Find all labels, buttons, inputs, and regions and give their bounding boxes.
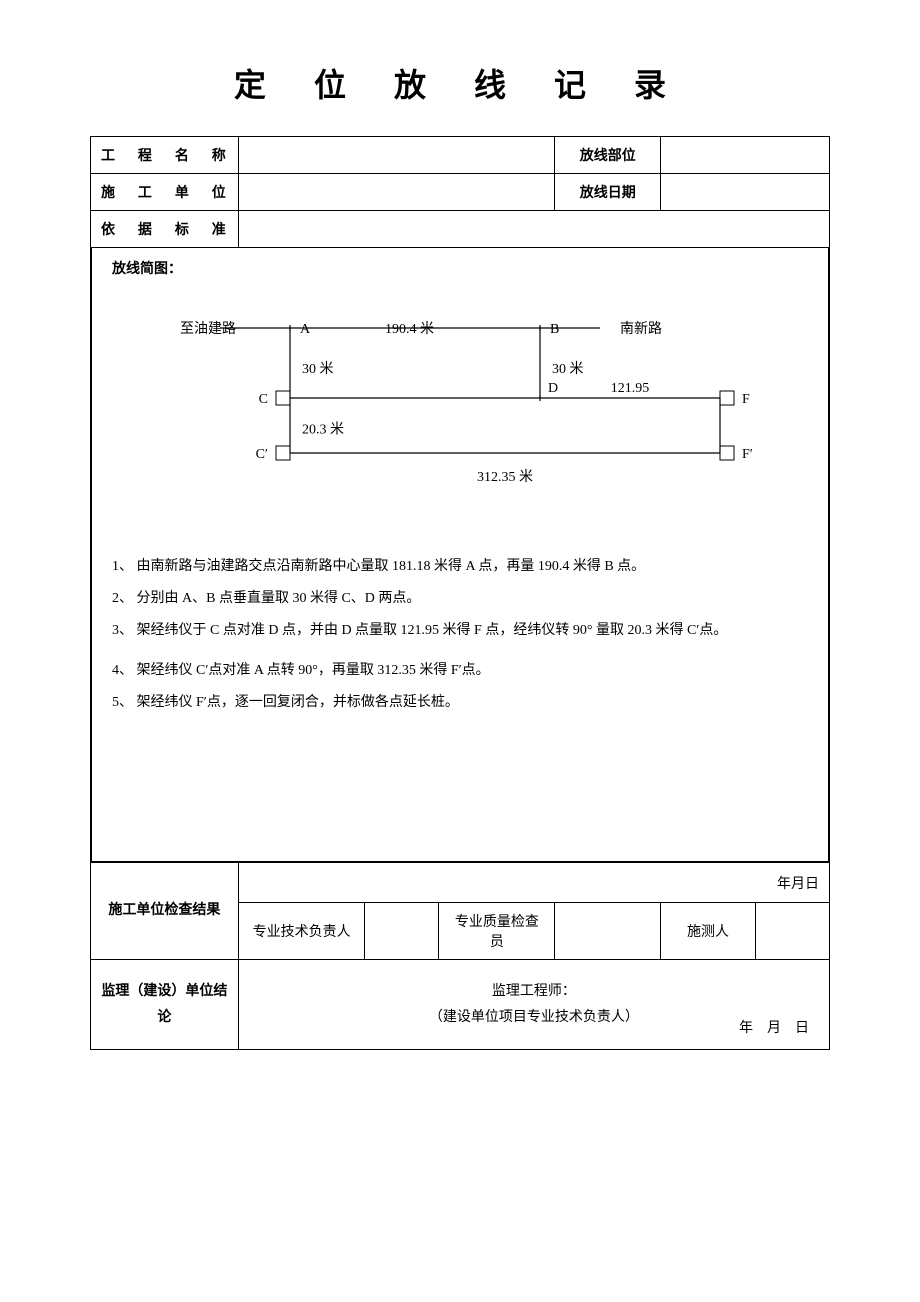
page-title: 定 位 放 线 记 录 [90, 60, 830, 106]
note-2: 2、 分别由 A、B 点垂直量取 30 米得 C、D 两点。 [112, 585, 808, 613]
note-4: 4、 架经纬仪 C′点对准 A 点转 90°，再量取 312.35 米得 F′点… [112, 657, 808, 685]
label-check-result: 施工单位检查结果 [91, 863, 239, 960]
row-diagram: 放线简图： 至油建路 A 190.4 米 B 南新路 30 米 30 米 C D 121.95 F 2… [91, 248, 830, 863]
note-1: 1、 由南新路与油建路交点沿南新路中心量取 181.18 米得 A 点，再量 1… [112, 553, 808, 581]
check-result-date: 年月日 [238, 863, 829, 903]
svg-text:B: B [550, 322, 559, 337]
row-project-name: 工 程 名 称 放线部位 [91, 137, 830, 174]
label-tech-leader: 专业技术负责人 [238, 903, 365, 960]
label-basis: 依 据 标 准 [91, 211, 239, 248]
diagram-notes: 1、 由南新路与油建路交点沿南新路中心量取 181.18 米得 A 点，再量 1… [112, 553, 808, 717]
row-supervisor: 监理（建设）单位结论 监理工程师： （建设单位项目专业技术负责人） 年 月 日 [91, 960, 830, 1050]
svg-text:F: F [742, 392, 750, 407]
svg-text:30 米: 30 米 [552, 361, 584, 377]
row-construction-unit: 施 工 单 位 放线日期 [91, 174, 830, 211]
svg-text:C: C [259, 392, 268, 407]
supervisor-engineer-text: 监理工程师： [249, 979, 819, 1004]
value-tech-leader [365, 903, 439, 960]
main-form-table: 工 程 名 称 放线部位 施 工 单 位 放线日期 依 据 标 准 放线简图： … [90, 136, 830, 1050]
diagram-container: 放线简图： 至油建路 A 190.4 米 B 南新路 30 米 30 米 C D 121.95 F 2… [91, 248, 829, 862]
value-date [661, 174, 830, 211]
supervisor-date: 年 月 日 [739, 1016, 809, 1041]
value-basis [238, 211, 829, 248]
svg-text:A: A [300, 322, 311, 337]
diagram-svg-wrap: 至油建路 A 190.4 米 B 南新路 30 米 30 米 C D 121.95 F 20.3 米 C… [112, 308, 808, 523]
svg-text:312.35 米: 312.35 米 [477, 469, 533, 485]
label-date: 放线日期 [555, 174, 661, 211]
value-position [661, 137, 830, 174]
value-quality-inspector [555, 903, 661, 960]
note-5: 5、 架经纬仪 F′点，逐一回复闭合，并标做各点延长桩。 [112, 689, 808, 717]
svg-text:至油建路: 至油建路 [180, 321, 236, 337]
row-check-result-top: 施工单位检查结果 年月日 [91, 863, 830, 903]
svg-text:D: D [548, 381, 558, 396]
svg-text:南新路: 南新路 [620, 321, 662, 337]
label-project-name: 工 程 名 称 [91, 137, 239, 174]
row-basis: 依 据 标 准 [91, 211, 830, 248]
label-quality-inspector: 专业质量检查员 [439, 903, 555, 960]
diagram-spacer [112, 721, 808, 841]
label-unit: 施 工 单 位 [91, 174, 239, 211]
value-surveyor [756, 903, 830, 960]
diagram-section-title: 放线简图： [112, 258, 808, 278]
svg-text:F′: F′ [742, 447, 753, 462]
svg-text:30 米: 30 米 [302, 361, 334, 377]
survey-diagram: 至油建路 A 190.4 米 B 南新路 30 米 30 米 C D 121.95 F 20.3 米 C… [160, 308, 760, 518]
supervisor-sub-text: （建设单位项目专业技术负责人） [249, 1005, 819, 1030]
svg-text:121.95: 121.95 [611, 381, 650, 396]
label-position: 放线部位 [555, 137, 661, 174]
note-3: 3、 架经纬仪于 C 点对准 D 点，并由 D 点量取 121.95 米得 F … [112, 617, 808, 645]
value-unit [238, 174, 555, 211]
svg-text:C′: C′ [256, 447, 268, 462]
svg-text:190.4 米: 190.4 米 [385, 321, 434, 337]
value-project-name [238, 137, 555, 174]
svg-text:20.3 米: 20.3 米 [302, 422, 344, 438]
label-supervisor: 监理（建设）单位结论 [91, 960, 239, 1050]
label-surveyor: 施测人 [661, 903, 756, 960]
supervisor-content: 监理工程师： （建设单位项目专业技术负责人） 年 月 日 [238, 960, 829, 1050]
